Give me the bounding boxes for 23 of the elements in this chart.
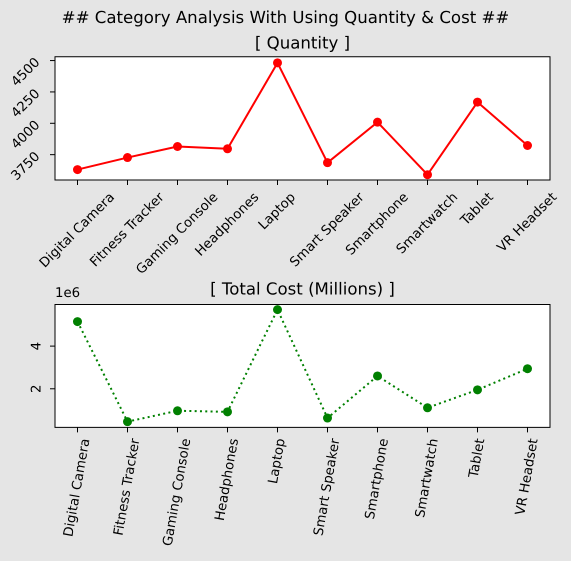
x-tick-label: Digital Camera xyxy=(61,437,94,538)
x-tick-label: Tablet xyxy=(466,437,488,480)
y-tick-label: 4 xyxy=(29,342,44,350)
text: ## Category Analysis With Using Quantity & Cost ## xyxy=(60,8,510,28)
x-tick-label: VR Headset xyxy=(513,437,542,516)
point xyxy=(373,371,382,380)
chart-title: [ Quantity ] xyxy=(254,33,350,52)
x-tick-label: Fitness Tracker xyxy=(112,436,144,537)
point xyxy=(523,364,532,374)
chart-title: [ Total Cost (Millions) ] xyxy=(210,279,395,298)
point xyxy=(73,317,82,326)
x-tick-label: Smart Speaker xyxy=(312,436,344,538)
text: 1e6 xyxy=(55,286,80,301)
point xyxy=(273,305,282,314)
y-tick-label: 2 xyxy=(29,384,44,394)
point xyxy=(473,385,482,394)
x-tick-label: Laptop xyxy=(266,437,289,486)
point xyxy=(223,407,232,416)
point xyxy=(423,403,432,412)
point xyxy=(173,406,182,416)
point xyxy=(323,414,332,423)
point xyxy=(123,417,132,426)
x-tick-label: Gaming Console xyxy=(160,437,194,548)
